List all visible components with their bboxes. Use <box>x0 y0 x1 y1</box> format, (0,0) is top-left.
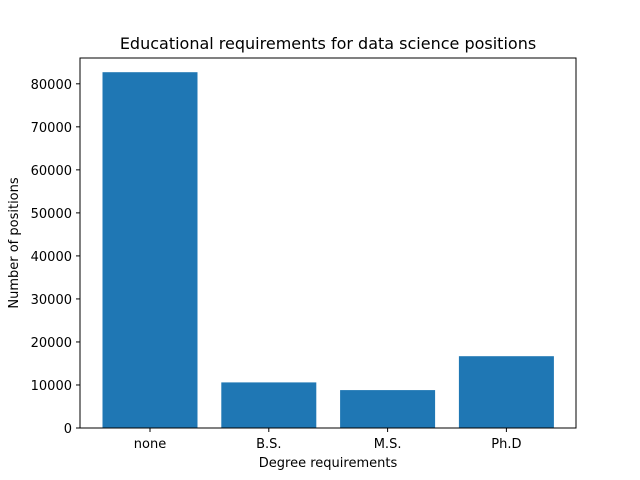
bar-m-s <box>340 390 436 428</box>
y-tick-label: 10000 <box>31 379 72 394</box>
bars-group <box>102 72 554 428</box>
bar-b-s <box>221 382 317 428</box>
y-tick-label: 0 <box>64 422 72 437</box>
y-tick-label: 40000 <box>31 250 72 265</box>
y-tick-label: 80000 <box>31 78 72 93</box>
x-axis-ticks: none B.S. M.S. Ph.D <box>134 428 522 452</box>
plot-frame <box>79 57 577 429</box>
y-tick-label: 20000 <box>31 336 72 351</box>
x-axis-label: Degree requirements <box>259 456 398 471</box>
bar-none <box>102 72 198 428</box>
y-tick-label: 60000 <box>31 164 72 179</box>
y-axis-label: Number of positions <box>7 177 22 309</box>
chart-title: Educational requirements for data scienc… <box>120 34 536 53</box>
x-tick-label: M.S. <box>374 437 402 452</box>
x-tick-label: B.S. <box>256 437 281 452</box>
x-tick-label: Ph.D <box>491 437 521 452</box>
bar-ph-d <box>458 356 554 428</box>
y-tick-label: 30000 <box>31 293 72 308</box>
x-tick-label: none <box>134 437 166 452</box>
y-tick-label: 50000 <box>31 207 72 222</box>
y-axis-ticks: 0 10000 20000 30000 40000 50000 60000 70000 8000… <box>31 78 80 437</box>
y-tick-label: 70000 <box>31 121 72 136</box>
